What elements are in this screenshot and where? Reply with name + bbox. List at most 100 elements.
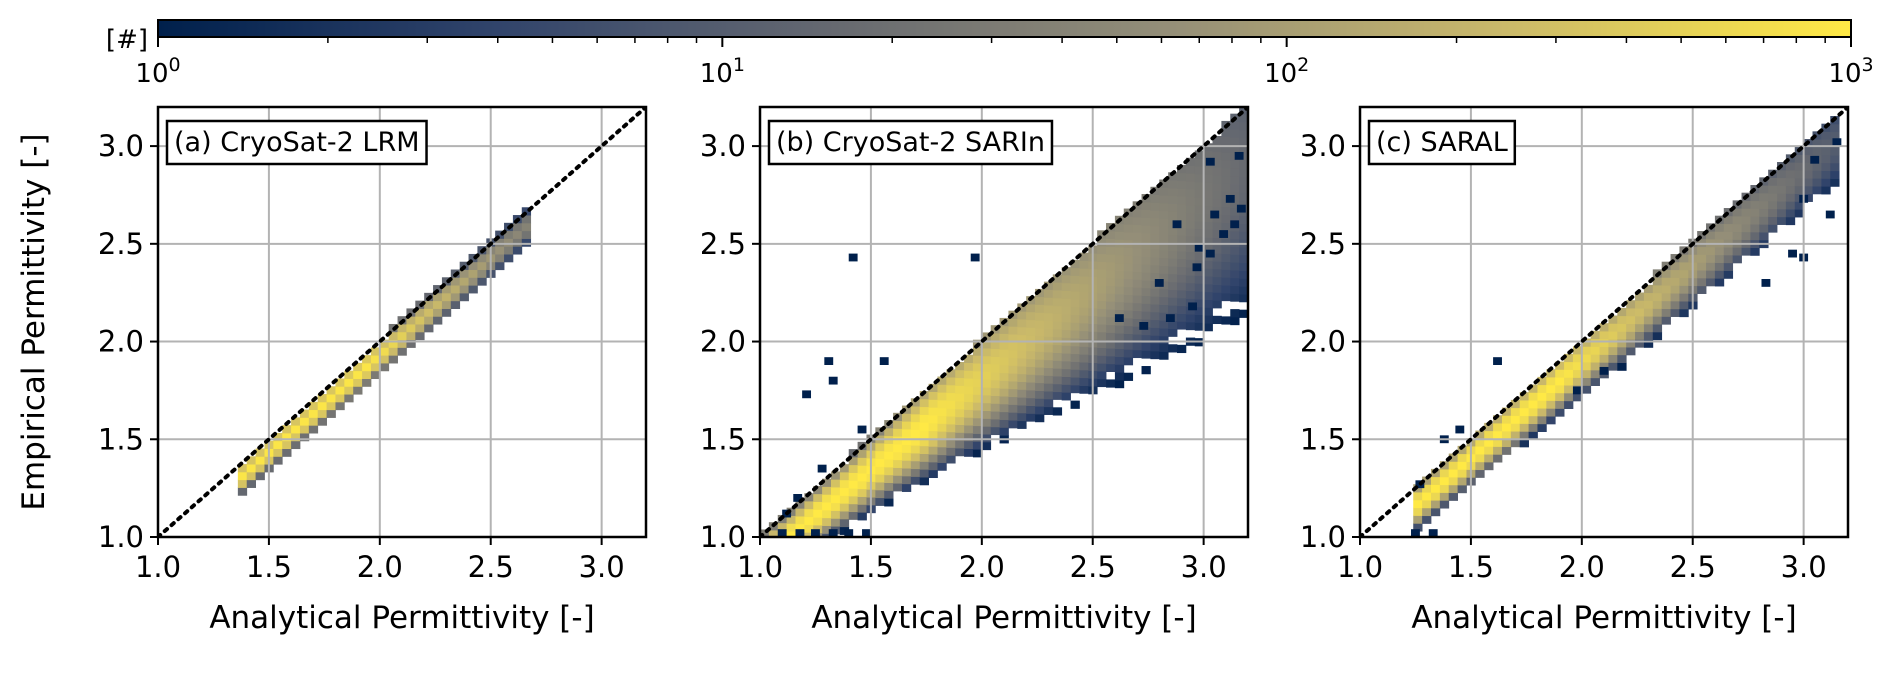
heatmap-cell xyxy=(972,394,983,403)
heatmap-cell xyxy=(1741,200,1751,209)
heatmap-cell xyxy=(893,444,903,453)
heatmap-cell xyxy=(1026,413,1036,422)
heatmap-cell xyxy=(804,524,814,533)
heatmap-cell xyxy=(504,230,514,239)
heatmap-cell xyxy=(839,518,850,528)
heatmap-cell xyxy=(1768,200,1778,210)
heatmap-cell xyxy=(1194,291,1205,300)
heatmap-cell xyxy=(1061,267,1071,276)
heatmap-cell xyxy=(1194,299,1205,308)
heatmap-cell xyxy=(1132,302,1142,312)
heatmap-cell xyxy=(1079,307,1089,316)
heatmap-cell xyxy=(344,378,354,387)
heatmap-cell xyxy=(1537,408,1547,417)
heatmap-cell xyxy=(1679,262,1689,271)
heatmap-cell xyxy=(1230,137,1240,146)
heatmap-cell xyxy=(787,547,796,555)
heatmap-cell xyxy=(1564,392,1574,402)
heatmap-cell xyxy=(919,477,929,486)
heatmap-cell xyxy=(1052,352,1063,361)
heatmap-cell xyxy=(1026,389,1036,399)
heatmap-cell xyxy=(1052,376,1063,385)
heatmap-cell xyxy=(1777,177,1787,186)
heatmap-cell xyxy=(1106,246,1116,255)
heatmap-cell xyxy=(1714,246,1725,256)
heatmap-cell xyxy=(1106,262,1116,271)
heatmap-cell xyxy=(1590,346,1600,355)
heatmap-cell xyxy=(839,471,850,481)
heatmap-cell xyxy=(1422,515,1432,524)
heatmap-cell xyxy=(1185,228,1196,237)
heatmap-cell xyxy=(999,411,1009,420)
heatmap-cell xyxy=(468,277,478,286)
heatmap-cell xyxy=(1177,290,1187,299)
heatmap-cell xyxy=(893,420,903,429)
heatmap-outlier-cell xyxy=(1572,386,1582,395)
heatmap-cell xyxy=(1123,333,1134,342)
heatmap-cell xyxy=(1221,222,1231,231)
heatmap-cell xyxy=(1230,129,1240,138)
heatmap-cell xyxy=(326,409,336,418)
heatmap-cell xyxy=(1670,293,1680,302)
heatmap-cell xyxy=(1203,268,1213,277)
heatmap-cell xyxy=(1203,221,1213,230)
heatmap-cell xyxy=(1132,256,1142,265)
heatmap-cell xyxy=(1177,258,1187,268)
heatmap-cell xyxy=(362,370,372,379)
heatmap-outlier-cell xyxy=(817,464,827,473)
heatmap-cell xyxy=(1422,476,1432,485)
heatmap-cell xyxy=(450,292,461,302)
heatmap-cell xyxy=(1061,329,1071,338)
heatmap-cell xyxy=(1150,218,1160,227)
heatmap-cell xyxy=(1150,288,1160,297)
heatmap-cell xyxy=(1670,254,1680,263)
heatmap-cell xyxy=(1741,223,1751,233)
heatmap-cell xyxy=(1652,308,1663,317)
heatmap-cell xyxy=(1194,283,1205,292)
heatmap-cell xyxy=(1141,225,1151,234)
heatmap-cell xyxy=(1617,323,1627,332)
heatmap-cell xyxy=(308,425,319,434)
heatmap-cell xyxy=(1114,333,1125,342)
heatmap-cell xyxy=(1221,253,1231,263)
heatmap-cell xyxy=(1413,492,1423,501)
heatmap-cell xyxy=(1177,211,1187,221)
heatmap-cell xyxy=(282,440,292,450)
heatmap-cell xyxy=(946,408,956,417)
y-axis-title: Empirical Permittivity [-] xyxy=(16,133,52,510)
heatmap-cell xyxy=(1168,226,1178,236)
heatmap-cell xyxy=(1017,319,1027,328)
heatmap-cell xyxy=(1035,304,1045,313)
heatmap-cell xyxy=(990,364,1000,373)
heatmap-cell xyxy=(1221,206,1231,216)
heatmap-cell xyxy=(786,515,796,524)
heatmap-cell xyxy=(1070,369,1080,378)
heatmap-cell xyxy=(379,363,390,372)
heatmap-cell xyxy=(822,525,832,534)
heatmap-outlier-cell xyxy=(1114,314,1124,322)
heatmap-cell xyxy=(1626,300,1636,309)
colorbar-tick-exponent: 2 xyxy=(1297,54,1309,76)
heatmap-cell xyxy=(1168,328,1178,337)
heatmap-cell xyxy=(937,431,947,440)
heatmap-cell xyxy=(1528,407,1538,417)
heatmap-cell xyxy=(1777,216,1787,225)
heatmap-cell xyxy=(1052,297,1063,307)
heatmap-cell xyxy=(937,423,947,432)
heatmap-cell xyxy=(1697,285,1707,294)
heatmap-cell xyxy=(1114,379,1125,389)
heatmap-cell xyxy=(1457,477,1467,486)
heatmap-cell xyxy=(1114,254,1125,264)
heatmap-cell xyxy=(1239,153,1248,162)
heatmap-cell xyxy=(1203,143,1213,152)
heatmap-cell xyxy=(1546,408,1556,417)
heatmap-cell xyxy=(955,385,965,394)
heatmap-cell xyxy=(308,417,319,426)
heatmap-cell xyxy=(1803,146,1813,156)
heatmap-cell xyxy=(1239,262,1248,271)
heatmap-cell xyxy=(893,459,903,468)
heatmap-cell xyxy=(1768,224,1778,233)
heatmap-cell xyxy=(972,449,983,458)
heatmap-outlier-cell xyxy=(1230,220,1240,229)
heatmap-cell xyxy=(362,378,372,387)
